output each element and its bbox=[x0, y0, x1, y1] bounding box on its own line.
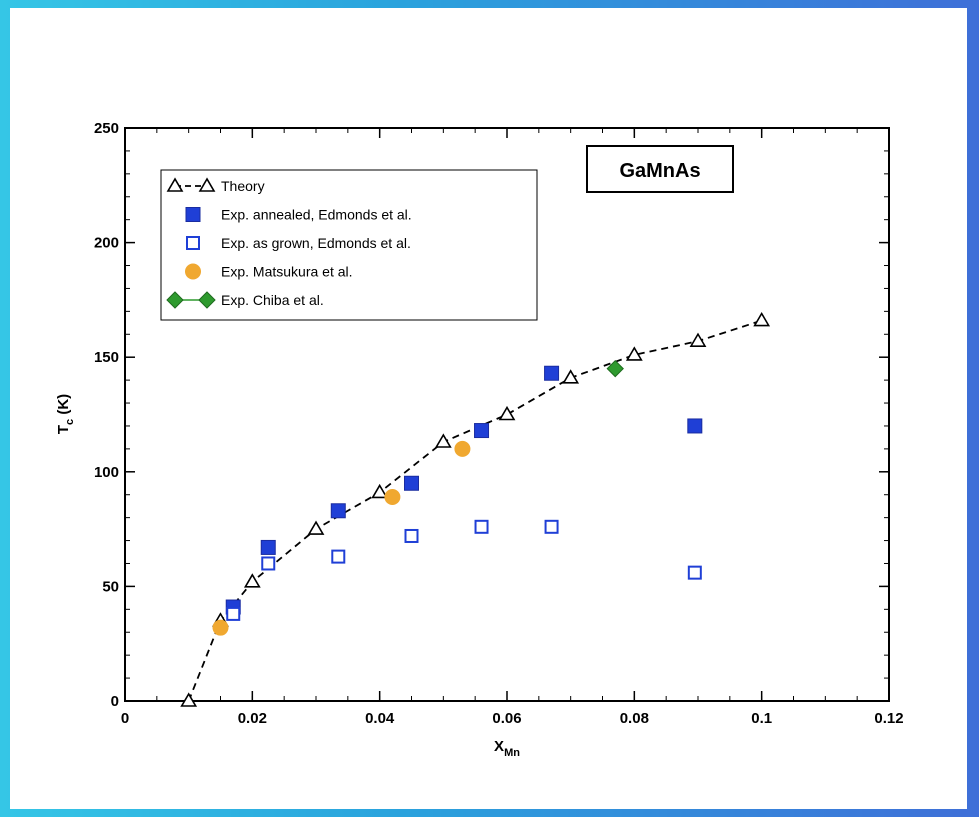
x-tick-label: 0.02 bbox=[238, 710, 267, 727]
data-point bbox=[330, 503, 346, 519]
y-tick-label: 0 bbox=[111, 693, 119, 710]
slide-panel bbox=[10, 8, 967, 809]
data-point bbox=[243, 573, 261, 588]
x-tick-label: 0 bbox=[121, 710, 129, 727]
series-4 bbox=[606, 359, 624, 378]
legend-entry: Exp. annealed, Edmonds et al. bbox=[185, 207, 412, 223]
legend-swatch-marker bbox=[198, 177, 216, 192]
data-point bbox=[454, 440, 471, 457]
data-point bbox=[562, 369, 580, 384]
data-point bbox=[404, 528, 419, 543]
data-point bbox=[687, 565, 702, 580]
axis-ticks bbox=[124, 127, 890, 702]
legend: Theory Exp. annealed, Edmonds et al. Exp. … bbox=[166, 177, 412, 309]
x-tick-labels: 0 0.02 0.04 0.06 0.08 0.1 0.12 bbox=[121, 710, 904, 727]
y-axis-label-suffix: (K) bbox=[55, 394, 72, 419]
data-point bbox=[260, 539, 276, 555]
legend-swatch-marker bbox=[166, 177, 184, 192]
x-tick-label: 0.08 bbox=[620, 710, 649, 727]
legend-entry: Theory bbox=[166, 177, 265, 194]
data-point bbox=[226, 606, 241, 621]
data-point bbox=[753, 311, 771, 327]
x-tick-label: 0.1 bbox=[751, 710, 772, 727]
legend-label: Exp. as grown, Edmonds et al. bbox=[221, 235, 411, 251]
legend-label: Theory bbox=[221, 178, 265, 194]
data-point bbox=[498, 405, 516, 421]
data-point bbox=[261, 556, 276, 571]
data-point bbox=[474, 423, 490, 439]
x-tick-label: 0.06 bbox=[492, 710, 521, 727]
annotation-label: GaMnAs bbox=[619, 160, 700, 182]
data-point bbox=[625, 346, 643, 361]
series-3 bbox=[212, 440, 471, 636]
data-point bbox=[606, 359, 624, 378]
x-axis-label: XMn bbox=[494, 738, 520, 759]
data-point bbox=[544, 365, 560, 381]
data-point bbox=[371, 483, 389, 499]
data-point bbox=[404, 475, 419, 491]
legend-label: Exp. annealed, Edmonds et al. bbox=[221, 207, 412, 223]
data-point bbox=[434, 433, 452, 448]
y-tick-label: 200 bbox=[94, 235, 119, 252]
legend-label: Exp. Chiba et al. bbox=[221, 292, 324, 308]
y-tick-label: 50 bbox=[102, 578, 119, 595]
series-0 bbox=[180, 311, 771, 707]
y-axis-label-sub: c bbox=[64, 419, 76, 425]
data-point bbox=[180, 692, 198, 707]
data-point bbox=[474, 519, 489, 534]
legend-swatch-marker bbox=[186, 236, 200, 250]
annotation-box bbox=[586, 145, 734, 193]
data-point bbox=[689, 332, 707, 347]
series-layer bbox=[180, 311, 771, 707]
series-line bbox=[187, 319, 762, 702]
y-axis-label-main: T bbox=[55, 425, 72, 434]
legend-swatch-marker bbox=[198, 291, 216, 309]
y-tick-label: 100 bbox=[94, 464, 119, 481]
series-2 bbox=[226, 519, 702, 621]
x-tick-label: 0.12 bbox=[874, 710, 903, 727]
legend-entry: Exp. Matsukura et al. bbox=[185, 263, 353, 280]
legend-swatch-marker bbox=[185, 263, 201, 280]
series-1 bbox=[225, 365, 703, 615]
data-point bbox=[331, 549, 346, 564]
y-tick-labels: 0 50 100 150 200 250 bbox=[94, 120, 119, 710]
legend-swatch-marker bbox=[166, 291, 184, 309]
legend-entry: Exp. Chiba et al. bbox=[166, 291, 324, 309]
y-tick-label: 250 bbox=[94, 120, 119, 137]
legend-box bbox=[160, 169, 538, 321]
data-point bbox=[212, 619, 229, 636]
x-tick-label: 0.04 bbox=[365, 710, 395, 727]
y-tick-label: 150 bbox=[94, 349, 119, 366]
data-point bbox=[384, 489, 401, 506]
data-point bbox=[544, 519, 559, 534]
x-axis-label-sub: Mn bbox=[504, 747, 520, 759]
legend-entry: Exp. as grown, Edmonds et al. bbox=[186, 235, 411, 251]
y-axis-label: Tc (K) bbox=[55, 394, 76, 434]
x-axis-label-main: X bbox=[494, 738, 504, 755]
legend-swatch-marker bbox=[185, 207, 201, 222]
legend-label: Exp. Matsukura et al. bbox=[221, 264, 353, 280]
data-point bbox=[307, 520, 325, 535]
data-point bbox=[687, 418, 703, 434]
